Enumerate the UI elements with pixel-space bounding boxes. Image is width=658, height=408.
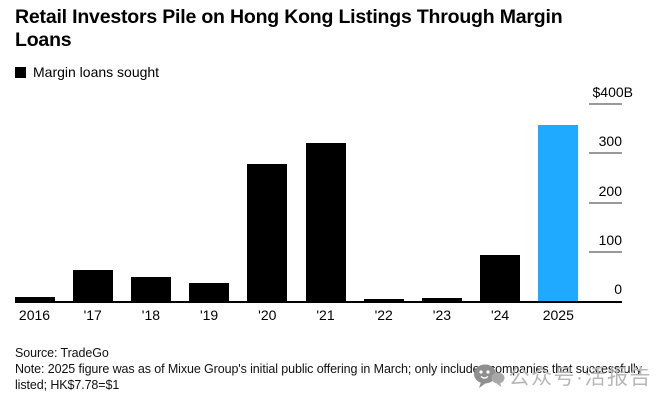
y-axis-tick-300 (589, 152, 622, 155)
x-axis-label-2016: 2016 (18, 307, 51, 323)
y-axis-label-200: 200 (598, 182, 622, 199)
note-text: Note: 2025 figure was as of Mixue Group'… (15, 362, 642, 392)
y-axis-label-400: $400B (592, 84, 633, 100)
x-axis-label-21: '21 (316, 307, 335, 323)
x-axis-label-19: '19 (199, 307, 219, 323)
bar-2016 (14, 296, 55, 301)
x-axis-label-2025: 2025 (542, 307, 574, 323)
bar-24 (480, 255, 521, 301)
chart-title: Retail Investors Pile on Hong Kong Listi… (15, 6, 563, 51)
x-axis-label-18: '18 (141, 307, 161, 323)
bar-23 (421, 297, 462, 301)
legend-swatch (15, 66, 26, 78)
footer: Source: TradeGo Note: 2025 figure was as… (15, 345, 658, 393)
bar-21 (305, 143, 346, 301)
legend-label: Margin loans sought (33, 64, 160, 80)
y-axis-tick-100 (589, 250, 622, 253)
y-axis-label-100: 100 (598, 231, 622, 248)
bar-17 (72, 269, 113, 301)
bar-22 (363, 298, 404, 301)
x-axis-label-22: '22 (374, 307, 393, 323)
bar-18 (130, 277, 171, 301)
y-axis-tick-200 (589, 201, 622, 204)
y-axis-label-0: 0 (614, 281, 622, 297)
x-axis-label-20: '20 (258, 307, 277, 323)
y-axis-tick-400 (589, 103, 622, 105)
source-text: Source: TradeGo (15, 346, 109, 360)
legend: Margin loans sought (15, 64, 159, 80)
y-axis-label-300: 300 (598, 133, 622, 150)
bar-19 (189, 282, 230, 301)
x-axis-label-24: '24 (490, 307, 510, 323)
bar-2025 (538, 125, 579, 301)
x-axis-label-17: '17 (83, 307, 102, 323)
bar-20 (247, 164, 288, 301)
x-axis-line (15, 301, 622, 303)
x-axis-label-23: '23 (432, 307, 452, 323)
